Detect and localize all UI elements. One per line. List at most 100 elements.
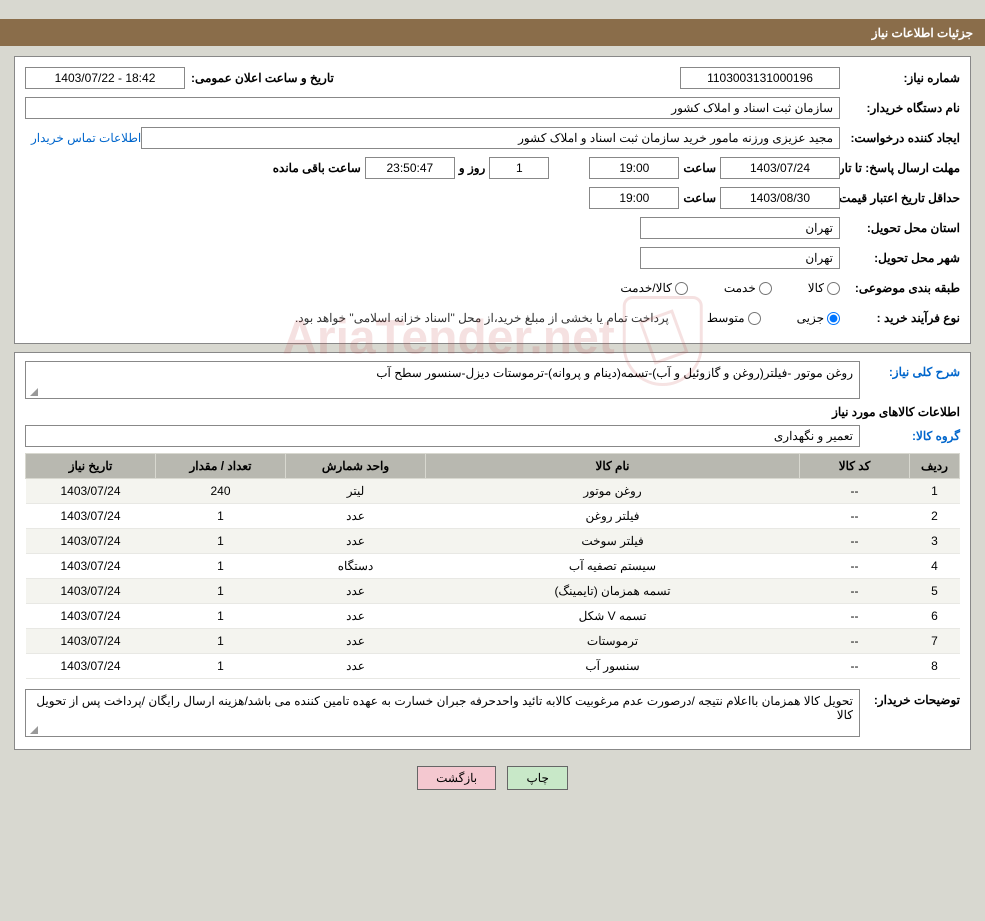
pt-partial-radio[interactable] bbox=[827, 312, 840, 325]
delivery-province-label: استان محل تحویل: bbox=[840, 221, 960, 235]
resize-handle-icon[interactable] bbox=[28, 386, 38, 396]
table-cell: -- bbox=[800, 479, 910, 504]
table-cell: -- bbox=[800, 604, 910, 629]
table-cell: عدد bbox=[286, 629, 426, 654]
table-row: 8--سنسور آبعدد11403/07/24 bbox=[26, 654, 960, 679]
deadline-date: 1403/07/24 bbox=[720, 157, 840, 179]
table-cell: 5 bbox=[910, 579, 960, 604]
group-label: گروه کالا: bbox=[860, 429, 960, 443]
requester-value: مجید عزیزی ورزنه مامور خرید سازمان ثبت ا… bbox=[141, 127, 840, 149]
details-box: شماره نیاز: 1103003131000196 تاریخ و ساع… bbox=[14, 56, 971, 344]
announce-value: 1403/07/22 - 18:42 bbox=[25, 67, 185, 89]
table-cell: 240 bbox=[156, 479, 286, 504]
table-cell: فیلتر سوخت bbox=[426, 529, 800, 554]
table-row: 3--فیلتر سوختعدد11403/07/24 bbox=[26, 529, 960, 554]
table-cell: فیلتر روغن bbox=[426, 504, 800, 529]
days-remaining: 1 bbox=[489, 157, 549, 179]
buyer-org-value: سازمان ثبت اسناد و املاک کشور bbox=[25, 97, 840, 119]
table-cell: 1403/07/24 bbox=[26, 529, 156, 554]
table-row: 7--ترموستاتعدد11403/07/24 bbox=[26, 629, 960, 654]
pt-medium-label: متوسط bbox=[707, 311, 745, 325]
min-validity-date: 1403/08/30 bbox=[720, 187, 840, 209]
table-cell: 1403/07/24 bbox=[26, 479, 156, 504]
col-name: نام کالا bbox=[426, 454, 800, 479]
need-desc-label: شرح کلی نیاز: bbox=[860, 361, 960, 379]
category-label: طبقه بندی موضوعی: bbox=[840, 281, 960, 295]
need-box: شرح کلی نیاز: روغن موتور -فیلتر(روغن و گ… bbox=[14, 352, 971, 750]
resize-handle-icon[interactable] bbox=[28, 724, 38, 734]
table-row: 1--روغن موتورلیتر2401403/07/24 bbox=[26, 479, 960, 504]
table-cell: سنسور آب bbox=[426, 654, 800, 679]
back-button[interactable]: بازگشت bbox=[417, 766, 496, 790]
table-row: 4--سیستم تصفیه آبدستگاه11403/07/24 bbox=[26, 554, 960, 579]
table-cell: عدد bbox=[286, 604, 426, 629]
need-number-value: 1103003131000196 bbox=[680, 67, 840, 89]
col-date: تاریخ نیاز bbox=[26, 454, 156, 479]
cat-service-radio[interactable] bbox=[759, 282, 772, 295]
table-cell: 8 bbox=[910, 654, 960, 679]
delivery-city: تهران bbox=[640, 247, 840, 269]
table-cell: لیتر bbox=[286, 479, 426, 504]
table-cell: سیستم تصفیه آب bbox=[426, 554, 800, 579]
table-cell: 3 bbox=[910, 529, 960, 554]
col-unit: واحد شمارش bbox=[286, 454, 426, 479]
page-title: جزئیات اطلاعات نیاز bbox=[872, 26, 973, 40]
col-code: کد کالا bbox=[800, 454, 910, 479]
remaining-label: ساعت باقی مانده bbox=[269, 161, 365, 175]
table-cell: تسمه همزمان (تایمینگ) bbox=[426, 579, 800, 604]
col-qty: تعداد / مقدار bbox=[156, 454, 286, 479]
contact-link[interactable]: اطلاعات تماس خریدار bbox=[31, 131, 141, 145]
table-cell: -- bbox=[800, 529, 910, 554]
cat-goods-label: کالا bbox=[808, 281, 824, 295]
cat-goods-radio[interactable] bbox=[827, 282, 840, 295]
cat-goods-service-label: کالا/خدمت bbox=[620, 281, 671, 295]
days-and-label: روز و bbox=[455, 161, 490, 175]
announce-label: تاریخ و ساعت اعلان عمومی: bbox=[185, 71, 334, 85]
need-desc-value: روغن موتور -فیلتر(روغن و گازوئیل و آب)-ت… bbox=[25, 361, 860, 399]
table-cell: 1403/07/24 bbox=[26, 554, 156, 579]
table-cell: 1 bbox=[156, 504, 286, 529]
table-cell: ترموستات bbox=[426, 629, 800, 654]
table-cell: 4 bbox=[910, 554, 960, 579]
table-row: 5--تسمه همزمان (تایمینگ)عدد11403/07/24 bbox=[26, 579, 960, 604]
table-cell: -- bbox=[800, 579, 910, 604]
table-cell: عدد bbox=[286, 504, 426, 529]
time-label-2: ساعت bbox=[679, 191, 720, 205]
delivery-province: تهران bbox=[640, 217, 840, 239]
buyer-org-label: نام دستگاه خریدار: bbox=[840, 101, 960, 115]
table-cell: 1 bbox=[156, 579, 286, 604]
table-cell: 1403/07/24 bbox=[26, 604, 156, 629]
top-bar bbox=[0, 0, 985, 20]
table-cell: 1 bbox=[910, 479, 960, 504]
print-button[interactable]: چاپ bbox=[507, 766, 567, 790]
table-cell: 1 bbox=[156, 554, 286, 579]
table-cell: -- bbox=[800, 554, 910, 579]
need-number-label: شماره نیاز: bbox=[840, 71, 960, 85]
table-cell: 1403/07/24 bbox=[26, 579, 156, 604]
deadline-time: 19:00 bbox=[589, 157, 679, 179]
table-cell: 7 bbox=[910, 629, 960, 654]
min-validity-time: 19:00 bbox=[589, 187, 679, 209]
category-radios: کالا خدمت کالا/خدمت bbox=[620, 281, 840, 295]
pt-medium-radio[interactable] bbox=[748, 312, 761, 325]
time-remaining: 23:50:47 bbox=[365, 157, 455, 179]
table-cell: 2 bbox=[910, 504, 960, 529]
items-title: اطلاعات کالاهای مورد نیاز bbox=[25, 405, 960, 419]
table-cell: 1403/07/24 bbox=[26, 629, 156, 654]
cat-service-label: خدمت bbox=[724, 281, 756, 295]
table-cell: تسمه V شکل bbox=[426, 604, 800, 629]
button-row: چاپ بازگشت bbox=[14, 758, 971, 798]
table-cell: -- bbox=[800, 504, 910, 529]
table-row: 2--فیلتر روغنعدد11403/07/24 bbox=[26, 504, 960, 529]
cat-goods-service-radio[interactable] bbox=[675, 282, 688, 295]
table-cell: 1 bbox=[156, 604, 286, 629]
table-cell: 1 bbox=[156, 629, 286, 654]
buyer-notes-label: توضیحات خریدار: bbox=[860, 689, 960, 707]
table-cell: 1 bbox=[156, 654, 286, 679]
min-validity-label: حداقل تاریخ اعتبار قیمت: تا تاریخ: bbox=[840, 191, 960, 205]
purchase-type-radios: جزیی متوسط bbox=[707, 311, 840, 325]
time-label-1: ساعت bbox=[679, 161, 720, 175]
table-cell: دستگاه bbox=[286, 554, 426, 579]
requester-label: ایجاد کننده درخواست: bbox=[840, 131, 960, 145]
buyer-notes-value: تحویل کالا همزمان بااعلام نتیجه /درصورت … bbox=[25, 689, 860, 737]
